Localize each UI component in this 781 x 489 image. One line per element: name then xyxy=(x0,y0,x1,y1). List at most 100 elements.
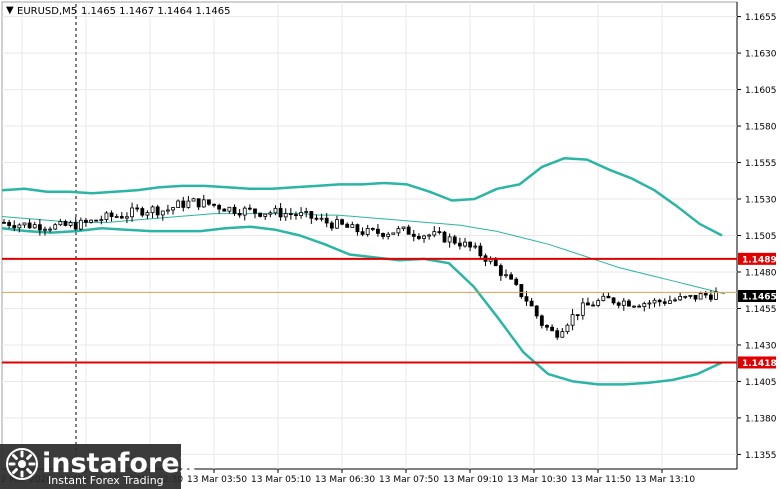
candle-body xyxy=(591,304,595,307)
candle-body xyxy=(258,212,263,217)
candle-body xyxy=(606,295,611,299)
candle-body xyxy=(678,295,683,301)
candle-body xyxy=(355,224,360,233)
price-tick-label: 1.1580 xyxy=(745,123,777,133)
candle-body xyxy=(78,219,83,230)
candle-body xyxy=(657,299,662,303)
time-tick-label: 13 Mar 07:50 xyxy=(379,475,439,485)
indicator-lines xyxy=(1,156,726,386)
candle-body xyxy=(463,241,467,247)
candle-body xyxy=(27,222,32,229)
candle-body xyxy=(319,217,324,220)
candle-body xyxy=(160,210,165,216)
candle-body xyxy=(227,206,232,212)
time-tick-label: 13 Mar 03:50 xyxy=(187,475,247,485)
candle-body xyxy=(596,300,601,306)
candle-body xyxy=(550,326,554,332)
candle-body xyxy=(217,204,222,210)
level-tag-label: 1.1489 xyxy=(742,255,777,265)
candle-body xyxy=(17,224,22,229)
candle-body xyxy=(457,242,462,247)
candle-body xyxy=(452,236,457,244)
level-tag-bg xyxy=(738,252,776,265)
candle-body xyxy=(304,211,309,213)
candle-body xyxy=(468,241,473,248)
symbol-label: EURUSD,M5 xyxy=(17,6,77,17)
candle-body xyxy=(119,216,124,219)
candle-body xyxy=(396,228,401,234)
candle-body xyxy=(411,233,416,237)
candle-body xyxy=(401,226,406,230)
candle-body xyxy=(493,258,498,267)
dropdown-arrow-icon[interactable]: ▼ xyxy=(6,5,14,16)
candle-body xyxy=(529,300,534,307)
watermark-logo: instaforex Instant Forex Trading xyxy=(0,444,197,489)
level-tag-label: 1.1418 xyxy=(742,359,777,369)
candle-body xyxy=(32,224,37,229)
candle-body xyxy=(524,296,529,302)
candle-body xyxy=(299,212,303,216)
candle-body xyxy=(473,245,478,248)
candle-body xyxy=(263,213,268,217)
candle-body xyxy=(37,224,42,231)
moving-average-line xyxy=(1,213,726,295)
candle-body xyxy=(611,297,616,304)
candle-body xyxy=(237,213,242,216)
candle-body xyxy=(642,303,647,307)
candle-body xyxy=(324,217,329,224)
price-tag-current: 1.1465 xyxy=(738,290,777,303)
candle-body xyxy=(560,331,565,338)
candle-body xyxy=(616,302,621,306)
candle-body xyxy=(314,217,319,220)
price-tag-current-bg xyxy=(738,290,776,302)
candle-body xyxy=(22,222,27,226)
candle-body xyxy=(539,315,544,326)
time-tick-label: 13 Mar 11:50 xyxy=(571,475,631,485)
candle-body xyxy=(145,212,150,216)
candle-body xyxy=(580,302,585,316)
candle-body xyxy=(365,228,370,235)
candle-body xyxy=(329,222,334,229)
grid xyxy=(2,2,737,469)
candle-body xyxy=(89,219,93,223)
candle-body xyxy=(545,325,549,328)
price-tick-label: 1.1355 xyxy=(745,451,777,461)
candle-body xyxy=(688,294,693,297)
candle-body xyxy=(166,209,170,212)
candle-body xyxy=(575,314,580,317)
candle-body xyxy=(268,212,273,215)
instaforex-logo-icon xyxy=(6,448,38,480)
candle-body xyxy=(601,295,606,302)
candle-body xyxy=(703,293,708,296)
candle-body xyxy=(504,274,508,277)
candle-body xyxy=(273,207,278,214)
candle-body xyxy=(565,324,570,333)
candle-body xyxy=(498,265,503,276)
price-tick-label: 1.1405 xyxy=(745,378,777,388)
candle-body xyxy=(708,294,713,300)
candle-body xyxy=(340,219,344,225)
logo-brand: instaforex xyxy=(42,448,197,479)
candle-body xyxy=(58,221,63,226)
horizontal-levels: 1.1489 1.1418 xyxy=(2,252,777,369)
candle-body xyxy=(432,231,437,236)
candle-body xyxy=(350,224,355,228)
price-axis-ticks: 1.1655 1.1630 1.1605 1.1580 1.1555 1.1530 1.15… xyxy=(737,13,777,461)
candle-body xyxy=(242,207,247,216)
candle-body xyxy=(683,295,688,298)
level-tag-bg xyxy=(738,356,776,369)
candle-body xyxy=(125,216,129,219)
bollinger-upper-line xyxy=(1,156,723,237)
candle-body xyxy=(155,206,160,216)
candle-body xyxy=(140,208,145,216)
candle-body xyxy=(555,330,560,338)
candle-body xyxy=(652,299,657,304)
candle-body xyxy=(427,234,432,237)
candle-body xyxy=(422,235,426,239)
candle-body xyxy=(647,302,652,305)
candle-body xyxy=(109,212,114,217)
time-tick-label: 13 Mar 05:10 xyxy=(251,475,311,485)
price-tick-label: 1.1605 xyxy=(745,86,777,96)
candle-body xyxy=(406,226,411,235)
